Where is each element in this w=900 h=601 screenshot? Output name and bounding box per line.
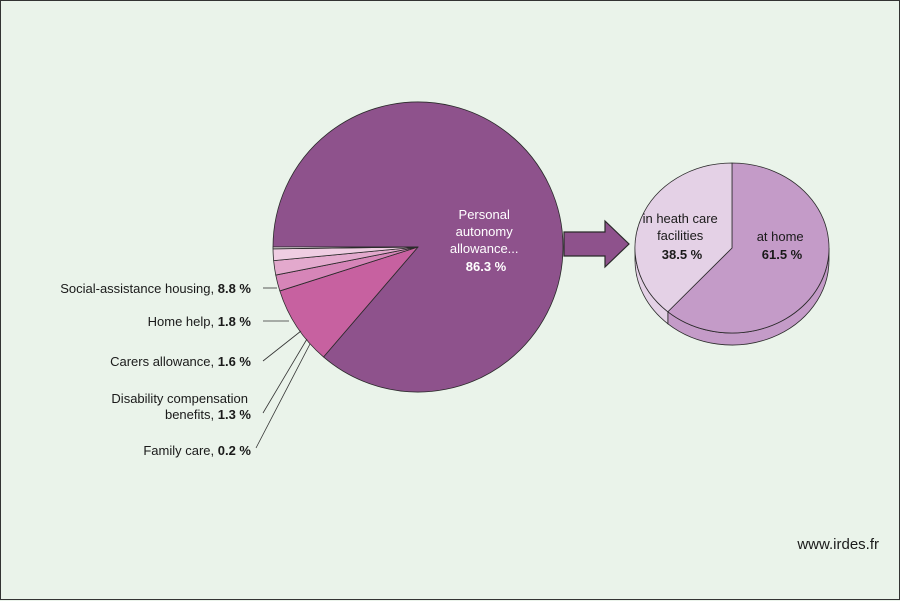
main-label-line3: allowance...	[450, 241, 519, 256]
main-pie-slice-family-care	[272, 246, 419, 250]
arrow-icon	[563, 219, 630, 269]
label-home-help: Home help, 1.8 %	[148, 314, 252, 329]
sub-pie-slice-at-home	[667, 162, 830, 334]
sub-pie	[634, 162, 830, 346]
label-carers-allowance: Carers allowance, 1.6 %	[110, 354, 251, 369]
main-label-line1: Personal	[459, 207, 510, 222]
sub-label-care: in heath care facilities 38.5 %	[643, 211, 722, 262]
label-disability-line2: benefits, 1.3 %	[165, 407, 251, 422]
leader-line-disability	[262, 338, 308, 414]
label-social-housing: Social-assistance housing, 8.8 %	[60, 281, 251, 296]
sub-pie-slice-in-heath-care-facilities	[634, 162, 733, 313]
sub-label-home: at home 61.5 %	[757, 229, 808, 262]
sub-label-care-line2: facilities	[657, 228, 704, 243]
main-pie	[272, 101, 564, 393]
main-label-value: 86.3 %	[466, 259, 507, 274]
leader-lines	[255, 287, 311, 449]
credit-text: www.irdes.fr	[796, 536, 879, 553]
main-label-line2: autonomy	[456, 224, 514, 239]
sub-label-home-line1: at home	[757, 229, 804, 244]
main-slice-label: Personal autonomy allowance... 86.3 %	[450, 207, 522, 274]
sub-label-care-value: 38.5 %	[662, 247, 703, 262]
label-disability-line1: Disability compensation	[111, 391, 248, 406]
sub-label-care-line1: in heath care	[643, 211, 718, 226]
leader-line-carers	[262, 330, 302, 362]
sub-label-home-value: 61.5 %	[762, 247, 803, 262]
label-family-care: Family care, 0.2 %	[143, 443, 251, 458]
leader-line-family	[255, 343, 311, 449]
